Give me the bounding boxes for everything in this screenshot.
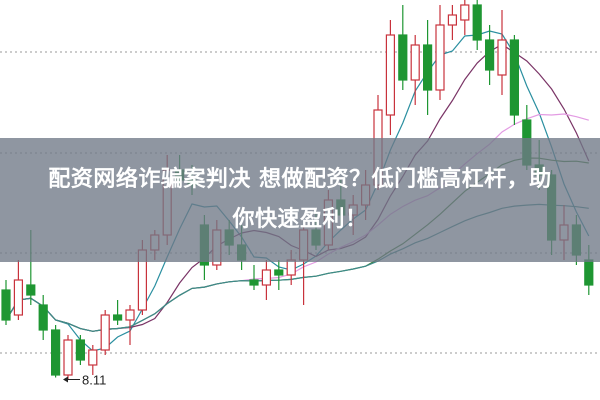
candle-body: [460, 4, 470, 21]
candle-body: [274, 269, 284, 276]
candle-body: [584, 259, 594, 286]
caption-banner: 配资网络诈骗案判决 想做配资？低门槛高杠杆，助 你快速盈利！: [0, 138, 600, 262]
candle-body: [38, 304, 48, 331]
candle-body: [447, 14, 457, 26]
candle-body: [63, 339, 73, 376]
candle-body: [423, 44, 433, 91]
candle-body: [100, 314, 110, 351]
caption-line-2: 你快速盈利！: [232, 207, 368, 232]
candle-body: [125, 309, 135, 321]
candle-body: [249, 279, 259, 286]
candle-body: [509, 39, 519, 116]
candle-body: [13, 279, 23, 316]
low-price-label: 8.11: [82, 373, 106, 388]
candle-body: [75, 339, 86, 361]
caption-line-1: 配资网络诈骗案判决 想做配资？低门槛高杠杆，助: [48, 167, 552, 192]
candle-body: [497, 39, 507, 76]
candle-body: [26, 284, 36, 296]
candle-body: [50, 329, 61, 376]
candle-body: [385, 34, 395, 116]
candle-body: [472, 4, 482, 41]
candle-body: [398, 34, 408, 81]
candle-body: [485, 39, 495, 71]
candle-body: [88, 349, 98, 366]
candle-body: [112, 314, 123, 321]
candle-body: [261, 269, 271, 286]
arrow-head-icon: [63, 376, 68, 383]
candle-body: [435, 24, 445, 91]
candle-body: [410, 44, 420, 81]
candle-body: [1, 289, 11, 321]
candle-body: [286, 259, 296, 276]
